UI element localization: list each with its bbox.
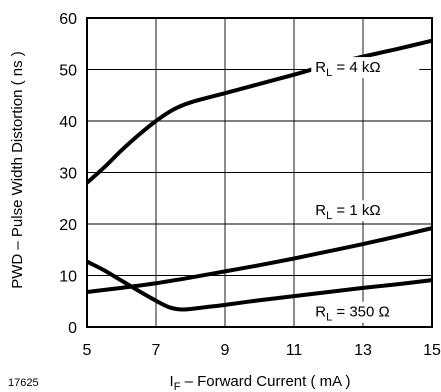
- series-label-sub: L: [326, 210, 332, 222]
- y-tick-label: 30: [59, 166, 77, 183]
- y-tick-label: 50: [59, 63, 77, 80]
- plot-frame: [86, 17, 433, 328]
- series-lines: [85, 38, 433, 312]
- series-line: [86, 226, 433, 294]
- series-label: RL = 350 Ω: [315, 304, 389, 324]
- series-label: RL = 4 kΩ: [315, 59, 380, 79]
- y-tick-label: 40: [59, 114, 77, 131]
- x-tick-label: 13: [354, 342, 372, 359]
- y-tick-label: 60: [59, 11, 77, 28]
- series-label-main: R: [315, 202, 326, 219]
- x-tick-label: 5: [83, 342, 92, 359]
- series-label-rest: = 350 Ω: [332, 304, 390, 321]
- series-label-main: R: [315, 59, 326, 76]
- series-label-rest: = 1 kΩ: [332, 202, 380, 219]
- x-tick-label: 15: [423, 342, 441, 359]
- series-label-bg: [311, 200, 420, 222]
- y-tick-label: 10: [59, 269, 77, 286]
- series-label-main: R: [315, 304, 326, 321]
- x-axis-label-main: I: [170, 373, 174, 390]
- series-label-rest: = 4 kΩ: [332, 59, 380, 76]
- x-axis-label-rest: – Forward Current ( mA ): [180, 373, 350, 390]
- x-tick-label: 7: [152, 342, 161, 359]
- series-label-sub: L: [326, 312, 332, 324]
- x-axis-label-sub: F: [174, 381, 181, 392]
- series-label-sub: L: [326, 67, 332, 79]
- y-tick-labels: 0 10 20 30 40 50 60: [59, 11, 77, 337]
- series-line: [86, 259, 433, 312]
- y-tick-label: 20: [59, 217, 77, 234]
- figure-id: 17625: [8, 377, 39, 389]
- x-axis-label: IF – Forward Current ( mA ): [170, 373, 351, 392]
- series-label-bg: [311, 57, 420, 79]
- x-tick-labels: 5 7 9 11 13 15: [83, 342, 441, 359]
- y-axis-label: PWD – Pulse Width Distortion ( ns ): [9, 51, 26, 289]
- x-tick-label: 9: [221, 342, 230, 359]
- y-tick-label: 0: [68, 320, 77, 337]
- x-tick-label: 11: [286, 342, 303, 359]
- series-label-bg: [311, 301, 420, 323]
- series-label: RL = 1 kΩ: [315, 202, 380, 222]
